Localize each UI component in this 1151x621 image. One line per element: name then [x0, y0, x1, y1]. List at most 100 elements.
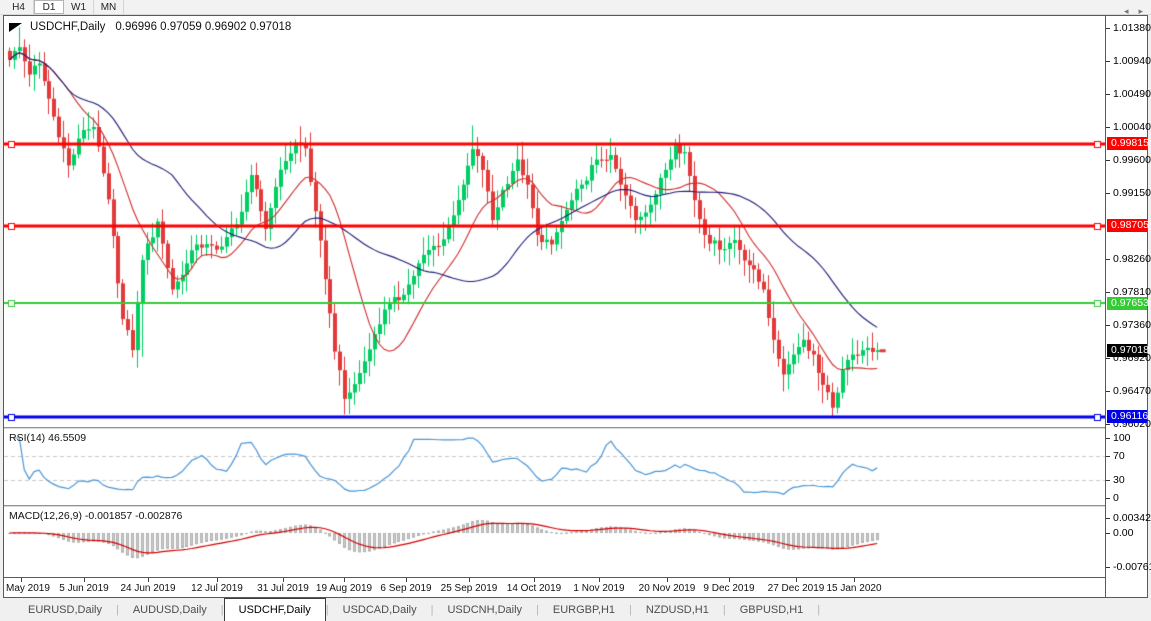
macd-axis-tick-label: 0.003428	[1113, 512, 1151, 524]
macd-label: MACD(12,26,9) -0.001857 -0.002876	[9, 510, 182, 522]
rsi-axis-tick-mark	[1106, 456, 1110, 457]
macd-axis-tick-label: -0.007615	[1113, 561, 1151, 573]
chart-tab-usdchf[interactable]: USDCHF,Daily	[223, 598, 326, 621]
date-axis-tick-label: 25 Sep 2019	[440, 583, 498, 594]
axis-border	[1105, 16, 1106, 597]
macd-axis-tick-label: 0.00	[1113, 527, 1134, 539]
rsi-axis-tick-mark	[1106, 498, 1110, 499]
tab-nav-arrows: ◂ ▸	[1124, 0, 1143, 23]
chart-tab-nzdusd[interactable]: NZDUSD,H1	[645, 603, 709, 616]
tab-separator: |	[536, 603, 539, 616]
price-axis-tick-label: 0.97360	[1113, 318, 1151, 331]
rsi-axis-tick-mark	[1106, 480, 1110, 481]
price-axis[interactable]: 1.01380 1.00940 1.00490 1.00040 0.99600 0.991…	[1106, 16, 1151, 597]
price-axis-tick-mark	[1106, 60, 1110, 62]
tab-scroll-right-icon[interactable]: ▸	[1138, 6, 1143, 16]
date-axis-tick-label: 14 Oct 2019	[506, 583, 562, 594]
date-axis[interactable]: 17 May 2019 5 Jun 2019 24 Jun 2019 12 Jul 2…	[4, 577, 1105, 597]
tab-separator: |	[817, 603, 821, 616]
date-axis-tick-mark	[667, 578, 668, 582]
price-axis-tick-mark	[1106, 291, 1110, 293]
price-axis-tick-mark	[1106, 159, 1110, 161]
timeframe-button-d1[interactable]: D1	[34, 0, 64, 14]
timeframe-toolbar: H4 D1 W1 MN	[0, 0, 1151, 15]
price-level-badge[interactable]: 0.97653	[1107, 296, 1149, 310]
price-axis-tick-label: 0.96470	[1113, 384, 1151, 397]
timeframe-button-h4[interactable]: H4	[4, 0, 34, 14]
date-axis-tick-mark	[21, 578, 22, 582]
date-axis-tick-mark	[283, 578, 284, 582]
macd-name: MACD(12,26,9)	[9, 510, 82, 522]
tab-separator: |	[220, 603, 224, 616]
date-axis-tick-mark	[406, 578, 407, 582]
rsi-axis-tick-label: 0	[1113, 492, 1119, 504]
date-axis-tick-label: 6 Sep 2019	[380, 583, 432, 594]
rsi-axis-tick-label: 100	[1113, 432, 1131, 444]
price-axis-tick-mark	[1106, 357, 1110, 359]
chart-symbol-title: USDCHF,Daily	[30, 21, 106, 33]
price-axis-tick-label: 0.98260	[1113, 252, 1151, 265]
price-axis-tick-mark	[1106, 258, 1110, 260]
date-axis-tick-label: 5 Jun 2019	[59, 583, 109, 594]
price-level-badge[interactable]: 0.99815	[1107, 137, 1149, 151]
timeframe-button-mn[interactable]: MN	[94, 0, 124, 14]
date-axis-tick-label: 1 Nov 2019	[573, 583, 625, 594]
macd-axis-tick-mark	[1106, 518, 1110, 519]
macd-values: -0.001857 -0.002876	[84, 510, 183, 522]
macd-indicator-canvas[interactable]	[4, 507, 1105, 577]
date-axis-tick-mark	[84, 578, 85, 582]
panel-divider[interactable]	[4, 505, 1147, 507]
date-axis-tick-label: 9 Dec 2019	[703, 583, 755, 594]
price-axis-tick-label: 1.00940	[1113, 54, 1151, 67]
rsi-name: RSI(14)	[9, 432, 46, 444]
rsi-indicator-canvas[interactable]	[4, 429, 1105, 505]
symbol-marker-icon	[9, 22, 22, 32]
price-axis-tick-label: 0.99150	[1113, 186, 1151, 199]
price-axis-tick-label: 1.01380	[1113, 22, 1151, 34]
macd-axis-tick-mark	[1106, 567, 1110, 568]
chart-window: USDCHF,Daily 0.96996 0.97059 0.96902 0.9…	[3, 15, 1151, 598]
current-price-badge[interactable]: 0.97018	[1107, 343, 1149, 357]
date-axis-tick-label: 19 Aug 2019	[315, 583, 373, 594]
macd-axis-tick-mark	[1106, 533, 1110, 534]
date-axis-tick-label: 27 Dec 2019	[767, 583, 825, 594]
price-axis-tick-label: 0.97810	[1113, 285, 1151, 298]
date-axis-tick-mark	[217, 578, 218, 582]
chart-tab-usdcnh[interactable]: USDCNH,Daily	[447, 603, 523, 616]
date-axis-tick-label: 20 Nov 2019	[638, 583, 696, 594]
date-axis-tick-mark	[469, 578, 470, 582]
chart-tab-audusd[interactable]: AUDUSD,Daily	[132, 603, 207, 616]
date-axis-tick-mark	[729, 578, 730, 582]
date-axis-tick-label: 31 Jul 2019	[257, 583, 309, 594]
chart-tab-eurusd[interactable]: EURUSD,Daily	[28, 603, 102, 616]
date-axis-tick-label: 15 Jan 2020	[826, 583, 882, 594]
price-level-badge[interactable]: 0.98705	[1107, 219, 1149, 233]
date-axis-tick-mark	[148, 578, 149, 582]
chart-tab-bar: EURUSD,Daily | AUDUSD,Daily | USDCHF,Daily | U…	[0, 598, 1151, 621]
chart-title-overlay: USDCHF,Daily 0.96996 0.97059 0.96902 0.9…	[9, 21, 291, 33]
rsi-value: 46.5509	[48, 432, 87, 444]
price-axis-tick-mark	[1106, 28, 1110, 29]
price-axis-tick-mark	[1106, 390, 1110, 392]
rsi-axis-tick-label: 70	[1113, 450, 1125, 462]
rsi-label: RSI(14) 46.5509	[9, 432, 86, 444]
chart-tab-gbpusd[interactable]: GBPUSD,H1	[739, 603, 804, 616]
price-level-badge[interactable]: 0.96116	[1107, 410, 1148, 424]
price-axis-tick-mark	[1106, 423, 1110, 425]
date-axis-tick-mark	[854, 578, 855, 582]
price-axis-tick-label: 1.00490	[1113, 87, 1151, 100]
date-axis-tick-label: 12 Jul 2019	[191, 583, 243, 594]
price-chart-canvas[interactable]	[4, 16, 1105, 427]
timeframe-button-w1[interactable]: W1	[64, 0, 94, 14]
tab-scroll-left-icon[interactable]: ◂	[1123, 6, 1129, 16]
chart-tab-usdcad[interactable]: USDCAD,Daily	[342, 603, 417, 616]
chart-tab-eurgbp[interactable]: EURGBP,H1	[552, 603, 616, 616]
panel-divider[interactable]	[4, 427, 1147, 429]
price-axis-tick-label: 1.00040	[1113, 120, 1151, 133]
rsi-axis-tick-label: 30	[1113, 474, 1125, 486]
date-axis-tick-mark	[599, 578, 600, 582]
tab-separator: |	[722, 603, 726, 616]
tab-separator: |	[430, 603, 434, 616]
tab-separator: |	[629, 603, 632, 616]
